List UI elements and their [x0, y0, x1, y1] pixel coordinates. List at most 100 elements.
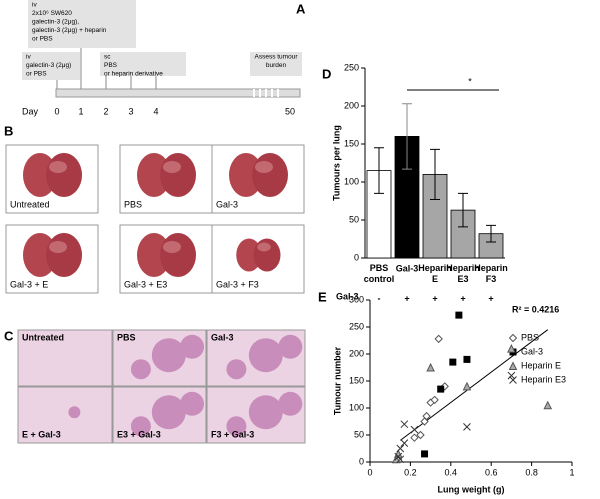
point — [430, 395, 439, 405]
tumour-nodule — [68, 406, 81, 419]
schedule-text: iv — [26, 54, 31, 61]
schedule-box — [100, 52, 186, 76]
day-tick: 0 — [54, 106, 59, 116]
schedule-text: iv — [32, 2, 37, 9]
photo-label: Gal-3 + F3 — [216, 279, 259, 289]
y-tick-label: 250 — [349, 321, 364, 331]
panel-label: A — [296, 1, 306, 16]
lung-shine — [257, 242, 271, 252]
photo-label: PBS — [124, 199, 142, 209]
point — [462, 381, 472, 391]
error-bar — [402, 103, 412, 170]
schedule-box — [250, 52, 302, 76]
point — [400, 420, 409, 429]
point — [507, 371, 516, 380]
legend-marker — [508, 333, 518, 343]
schedule-text: PBS — [104, 62, 118, 69]
tumour-nodule — [151, 338, 186, 373]
section-label: E + Gal-3 — [22, 429, 61, 439]
section-label: PBS — [117, 332, 136, 342]
row-value: + — [488, 293, 493, 303]
tumour-nodule — [278, 334, 303, 359]
tumour-nodule — [130, 416, 151, 437]
x-tick-label: Heparin E3 — [446, 263, 480, 284]
photo-label: Gal-3 + E — [10, 279, 48, 289]
point — [543, 400, 553, 410]
panel-label: D — [322, 66, 331, 81]
schedule-box — [28, 0, 136, 48]
y-axis-label: Tumours per lung — [331, 125, 341, 201]
y-tick-label: 150 — [344, 138, 359, 148]
y-tick-label: 100 — [349, 402, 364, 412]
lung-shine — [163, 161, 181, 173]
row-value: + — [432, 293, 437, 303]
y-axis-label: Tumour number — [332, 346, 342, 415]
error-bar — [374, 147, 384, 194]
y-tick-label: 0 — [359, 456, 364, 466]
error-bar — [430, 148, 440, 200]
row-label: Gal-3 — [336, 291, 359, 301]
point — [396, 455, 405, 464]
y-tick-label: 100 — [344, 176, 359, 186]
point — [434, 334, 443, 344]
x-axis-label: Lung weight (g) — [438, 484, 505, 494]
timeline — [55, 88, 301, 98]
day-tick: 1 — [78, 106, 83, 116]
day-label: Day — [22, 106, 39, 116]
section-label: F3 + Gal-3 — [211, 429, 254, 439]
lung-right — [160, 153, 196, 197]
schedule-text: galectin-3 (2μg) — [26, 62, 71, 69]
tumour-nodule — [180, 334, 205, 359]
tumour-nodule — [278, 391, 303, 416]
y-tick-label: 200 — [344, 100, 359, 110]
point — [437, 385, 445, 393]
x-tick-label: 0.8 — [525, 467, 538, 477]
y-tick-label: 0 — [354, 252, 359, 262]
lung-shine — [49, 161, 67, 173]
x-tick-label: 0.4 — [445, 467, 458, 477]
x-tick-label: 0.2 — [404, 467, 417, 477]
row-value: + — [460, 293, 465, 303]
y-tick-label: 300 — [349, 294, 364, 304]
tumour-nodule — [226, 416, 247, 437]
point — [449, 358, 457, 366]
schedule-text: Assess tumour — [255, 54, 299, 61]
x-tick-label: Gal-3 — [396, 263, 419, 273]
panel-label: C — [4, 328, 14, 343]
panel-label: B — [4, 123, 13, 138]
lung-right — [46, 233, 82, 277]
y-tick-label: 200 — [349, 348, 364, 358]
schedule-text: 2x10⁶ SW620 — [32, 10, 72, 17]
section-label: Untreated — [22, 332, 64, 342]
y-tick-label: 50 — [349, 214, 359, 224]
schedule-box — [22, 52, 80, 80]
schedule-text: burden — [266, 62, 287, 69]
significance-mark: * — [468, 76, 472, 86]
point — [396, 444, 405, 453]
point — [463, 355, 471, 363]
x-tick-label: Heparin E — [418, 263, 452, 284]
point — [421, 450, 429, 458]
y-tick-label: 250 — [344, 62, 359, 72]
day-tick: 50 — [285, 106, 295, 116]
lung-shine — [255, 161, 273, 173]
photo-label: Gal-3 — [216, 199, 238, 209]
histology — [17, 329, 113, 387]
point — [416, 430, 425, 440]
photo-label: Untreated — [10, 199, 50, 209]
lung-right — [252, 153, 288, 197]
error-bar — [486, 224, 496, 243]
tumour-nodule — [248, 395, 283, 430]
x-tick-label: PBS control — [364, 263, 395, 284]
day-tick: 4 — [153, 106, 158, 116]
photo-label: Gal-3 + E3 — [124, 279, 167, 289]
annotation: R² = 0.4216 — [512, 304, 559, 314]
day-tick: 2 — [103, 106, 108, 116]
row-value: - — [378, 293, 381, 303]
tumour-nodule — [130, 359, 151, 380]
y-tick-label: 150 — [349, 375, 364, 385]
schedule-text: sc — [104, 54, 111, 61]
section-label: Gal-3 — [211, 332, 234, 342]
x-tick-label: 1 — [569, 467, 574, 477]
